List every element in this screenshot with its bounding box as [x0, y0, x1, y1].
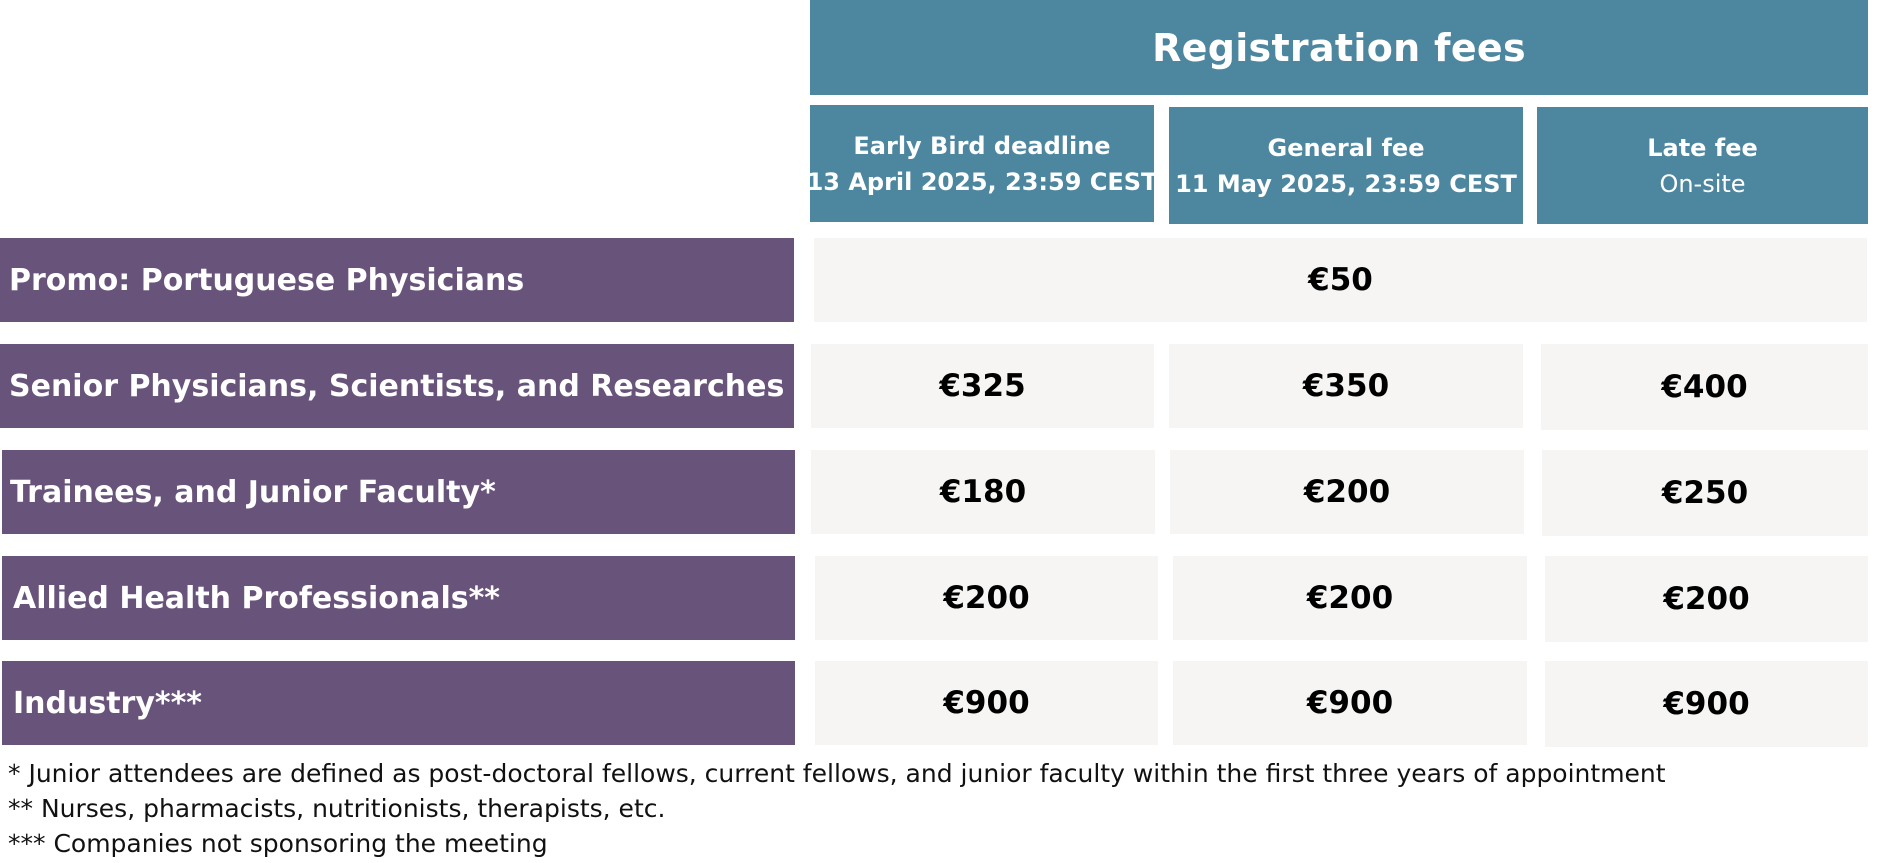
fee-cell: €180 [811, 450, 1155, 534]
column-header-subtitle: On-site [1659, 169, 1746, 198]
row-label-industry: Industry*** [2, 661, 795, 745]
column-header-title: Early Bird deadline [853, 131, 1111, 160]
row-label: Senior Physicians, Scientists, and Resea… [9, 368, 785, 404]
footnote-junior: * Junior attendees are defined as post-d… [8, 759, 1666, 788]
row-label-senior: Senior Physicians, Scientists, and Resea… [0, 344, 794, 428]
fee-value: €400 [1661, 369, 1748, 405]
column-header-title: General fee [1267, 133, 1425, 162]
row-label: Promo: Portuguese Physicians [9, 262, 525, 298]
fee-value: €200 [1303, 474, 1391, 510]
row-label-promo: Promo: Portuguese Physicians [0, 238, 794, 322]
fee-cell: €200 [1173, 556, 1527, 640]
fee-cell: €200 [1170, 450, 1524, 534]
footnote-industry: *** Companies not sponsoring the meeting [8, 829, 548, 858]
column-header-late: Late fee On-site [1537, 107, 1868, 224]
column-header-date: 13 April 2025, 23:59 CEST [806, 167, 1158, 196]
column-header-early-bird: Early Bird deadline 13 April 2025, 23:59… [807, 105, 1157, 222]
fee-value: €250 [1661, 475, 1749, 511]
fee-value: €200 [1663, 581, 1750, 617]
fee-value: €180 [939, 474, 1027, 510]
row-label: Trainees, and Junior Faculty* [10, 474, 496, 510]
row-label-allied-health: Allied Health Professionals** [2, 556, 795, 640]
registration-fees-header: Registration fees [810, 0, 1868, 95]
row-label-trainees: Trainees, and Junior Faculty* [2, 450, 795, 534]
fee-cell: €325 [811, 344, 1154, 428]
fee-cell: €250 [1542, 450, 1868, 536]
row-label: Allied Health Professionals** [13, 580, 500, 616]
column-header-general: General fee 11 May 2025, 23:59 CEST [1169, 107, 1523, 224]
fee-value: €50 [1308, 262, 1373, 298]
column-header-date: 11 May 2025, 23:59 CEST [1175, 169, 1517, 198]
fee-cell: €350 [1169, 344, 1523, 428]
fee-value: €900 [943, 685, 1030, 721]
fee-cell: €200 [815, 556, 1158, 640]
fee-cell: €900 [815, 661, 1158, 745]
footnote-allied: ** Nurses, pharmacists, nutritionists, t… [8, 794, 666, 823]
fee-value: €200 [943, 580, 1030, 616]
fee-cell: €900 [1173, 661, 1527, 745]
fee-cell: €900 [1545, 661, 1868, 747]
fee-value: €200 [1306, 580, 1394, 616]
promo-fee-cell: €50 [814, 238, 1867, 322]
fee-cell: €400 [1541, 344, 1868, 430]
row-label: Industry*** [13, 685, 202, 721]
table-title: Registration fees [1152, 25, 1526, 70]
fee-value: €325 [939, 368, 1026, 404]
fee-value: €900 [1663, 686, 1750, 722]
fee-value: €900 [1306, 685, 1394, 721]
fee-value: €350 [1302, 368, 1390, 404]
column-header-title: Late fee [1647, 133, 1758, 162]
fee-cell: €200 [1545, 556, 1868, 642]
